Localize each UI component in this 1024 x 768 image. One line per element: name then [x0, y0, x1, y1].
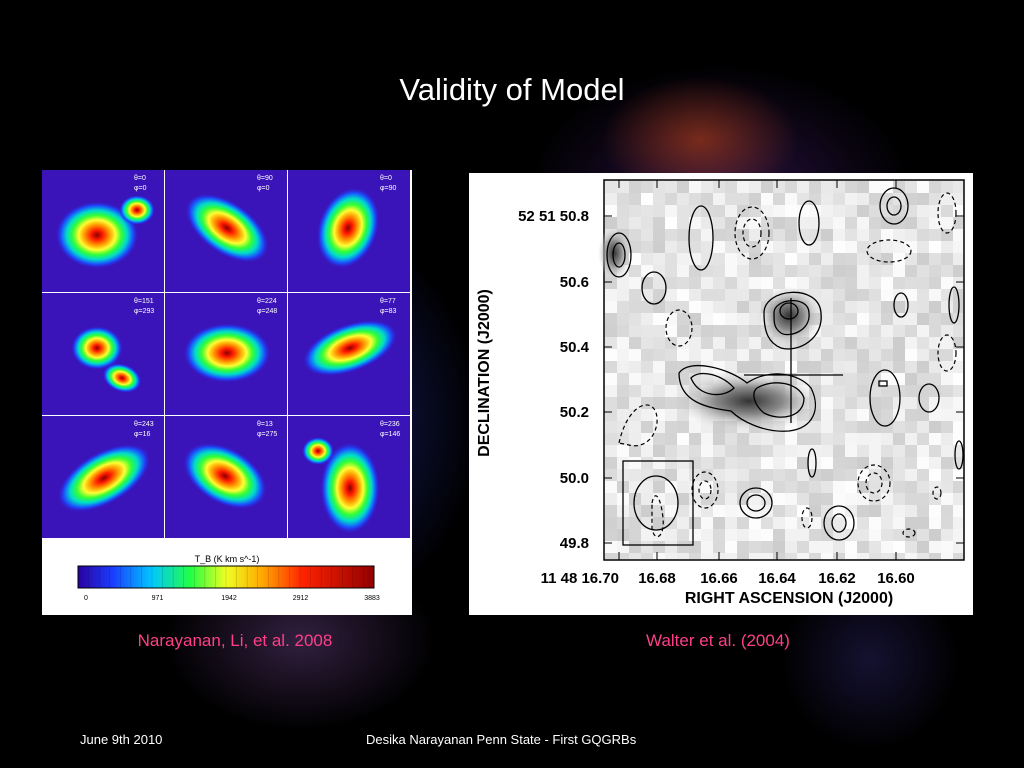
y-tick-label: 50.6: [560, 274, 589, 291]
panel-angle-label: φ=16: [134, 431, 151, 438]
panel-angle-label: φ=83: [380, 308, 397, 315]
panel-angle-label: φ=293: [134, 308, 154, 315]
x-axis-title: RIGHT ASCENSION (J2000): [685, 590, 893, 607]
panel-angle-label: θ=243: [134, 421, 154, 428]
y-axis-title: DECLINATION (J2000): [476, 289, 493, 457]
panel-angle-label: θ=0: [380, 175, 392, 182]
panel-angle-label: φ=0: [257, 185, 270, 192]
panel-angle-label: θ=224: [257, 298, 277, 305]
y-tick-label: 50.4: [560, 339, 590, 356]
positive-contours: [606, 187, 964, 546]
right-figure-caption: Walter et al. (2004): [646, 631, 790, 650]
colorbar: [77, 565, 375, 589]
x-tick-label: 11 48 16.70: [541, 570, 619, 587]
y-tick-label: 52 51 50.8: [518, 208, 589, 225]
x-tick-label: 16.62: [818, 570, 856, 587]
colorbar-tick-label: 0: [84, 595, 88, 602]
panel-angle-label: φ=90: [380, 185, 397, 192]
panel-angle-label: φ=146: [380, 431, 400, 438]
panel-angle-label: φ=0: [134, 185, 147, 192]
simulation-map-panel: θ=236 φ=146: [288, 416, 410, 538]
colorbar-tick-label: 3883: [364, 595, 380, 602]
x-tick-label: 16.68: [638, 570, 676, 587]
simulation-maps-figure: θ=0 φ=0 θ=90 φ=0 θ=0 φ=90 θ=151 φ=293 θ=224 φ=248…: [42, 170, 412, 615]
simulation-map-panel: θ=77 φ=83: [288, 293, 410, 415]
panel-angle-label: φ=248: [257, 308, 277, 315]
y-tick-label: 50.2: [560, 404, 589, 421]
simulation-map-panel: θ=151 φ=293: [42, 293, 164, 415]
simulation-map-panel: θ=243 φ=16: [42, 416, 164, 538]
simulation-map-panel: θ=224 φ=248: [165, 293, 287, 415]
panel-angle-label: φ=275: [257, 431, 277, 438]
left-figure-caption: Narayanan, Li, et al. 2008: [137, 631, 333, 650]
slide-title: Validity of Model: [399, 72, 625, 107]
simulation-maps-svg: θ=0φ=0θ=90φ=0θ=0φ=90θ=151φ=293θ=224φ=248…: [42, 170, 410, 602]
footer-date: June 9th 2010: [80, 732, 163, 747]
negative-contours: [618, 192, 957, 538]
x-tick-label: 16.60: [877, 570, 915, 587]
x-tick-label: 16.64: [758, 570, 796, 587]
colorbar-tick-label: 2912: [293, 595, 309, 602]
y-tick-label: 50.0: [560, 470, 589, 487]
colorbar-label: T_B (K km s^-1): [195, 554, 260, 564]
panel-angle-label: θ=90: [257, 175, 273, 182]
simulation-map-panel: θ=90 φ=0: [165, 170, 287, 292]
panel-angle-label: θ=0: [134, 175, 146, 182]
y-tick-label: 49.8: [560, 535, 589, 552]
panel-angle-label: θ=13: [257, 421, 273, 428]
colorbar-tick-label: 971: [152, 595, 164, 602]
simulation-map-panel: θ=0φ=0: [42, 170, 164, 292]
panel-angle-label: θ=151: [134, 298, 154, 305]
panel-angle-label: θ=236: [380, 421, 400, 428]
x-tick-label: 16.66: [700, 570, 738, 587]
footer-center: Desika Narayanan Penn State - First GQGR…: [366, 732, 637, 747]
simulation-map-panel: θ=0 φ=90: [288, 170, 410, 292]
simulation-map-panel: θ=13 φ=275: [165, 416, 287, 538]
observed-map-figure: 52 51 50.8 50.6 50.4 50.2 50.0 49.8 11 4…: [469, 173, 973, 615]
colorbar-tick-label: 1942: [221, 595, 237, 602]
observed-map-svg: 52 51 50.8 50.6 50.4 50.2 50.0 49.8 11 4…: [476, 179, 965, 607]
panel-angle-label: θ=77: [380, 298, 396, 305]
